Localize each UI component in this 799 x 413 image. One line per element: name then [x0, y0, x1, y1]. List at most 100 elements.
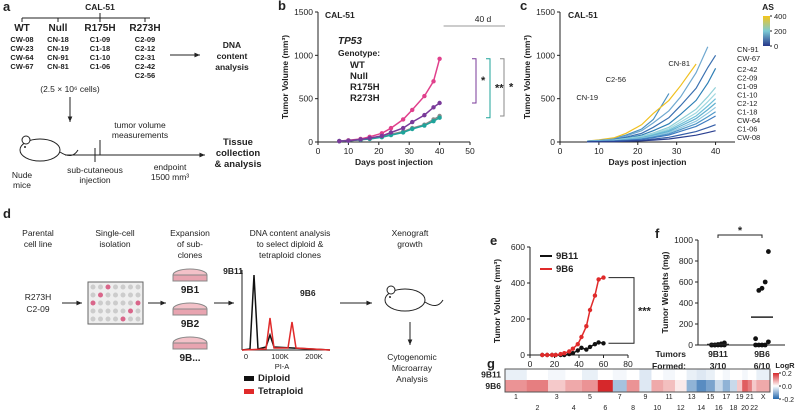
heat-cell: [526, 380, 549, 392]
injection: sub-cutaneous: [67, 165, 123, 175]
legend-label: 9B11: [556, 251, 579, 262]
heat-cell: [751, 380, 757, 392]
significance: *: [481, 75, 486, 87]
x-tick-label: 0: [528, 359, 533, 369]
point: [587, 307, 593, 313]
heat-cell: [597, 369, 614, 380]
heat-cell: [674, 380, 687, 392]
clone: CN-81: [47, 62, 69, 71]
mouse-tail: [424, 299, 444, 306]
heat-cell: [730, 369, 738, 380]
heat-cell: [751, 369, 757, 380]
y-tick-label: 600: [511, 242, 525, 252]
well: [113, 292, 118, 298]
arrow-head: [366, 300, 372, 306]
colorbar-title: LogR: [775, 361, 795, 370]
bracket: [472, 58, 477, 104]
cell-line: CAL-51: [85, 2, 115, 12]
mouse-eye: [389, 296, 391, 298]
heat-cell: [612, 380, 627, 392]
column-label: 14: [697, 405, 705, 412]
y-axis-label: Tumor Weights (mg): [660, 251, 670, 333]
column-label: 9: [643, 394, 647, 401]
mouse-ear: [21, 135, 31, 145]
step: clones: [178, 250, 203, 260]
x-tick-label: 40: [435, 146, 445, 156]
measure: tumor volume: [114, 120, 166, 130]
host: mice: [13, 180, 31, 190]
x-tick-label: 20: [374, 146, 384, 156]
y-tick-label: 1500: [294, 7, 313, 17]
well: [105, 308, 111, 314]
y-tick-label: 1000: [294, 50, 313, 60]
point: [388, 130, 394, 135]
heat-cell: [581, 380, 599, 392]
x-tick-label: 9B6: [754, 349, 770, 359]
clone: CW-23: [10, 44, 33, 53]
subclone: 9B2: [181, 319, 200, 330]
chart-title: CAL-51: [568, 10, 598, 20]
column-label: 19: [736, 394, 744, 401]
clone: CW-08: [10, 35, 33, 44]
arrow-head: [199, 152, 205, 158]
significance: **: [495, 82, 504, 94]
well: [90, 292, 96, 298]
heat-cell: [722, 380, 731, 392]
hist-tick: 100K: [271, 352, 289, 361]
point: [592, 293, 598, 298]
legend-label: Diploid: [258, 373, 290, 384]
heat-cell: [742, 380, 749, 392]
clone: C2-56: [135, 71, 155, 80]
clone: CN-19: [47, 44, 69, 53]
step: isolation: [99, 239, 130, 249]
step: DNA content analysis: [250, 228, 331, 238]
well: [120, 284, 126, 290]
column-label: 13: [688, 394, 696, 401]
well: [98, 300, 103, 306]
point: [549, 352, 555, 358]
well: [105, 300, 111, 306]
point: [431, 119, 436, 124]
well: [120, 308, 126, 314]
significance: ***: [638, 305, 652, 317]
well: [135, 308, 141, 314]
point: [575, 348, 580, 353]
point: [562, 351, 567, 356]
well: [98, 292, 103, 298]
y-tick-label: 0: [520, 350, 525, 360]
x-tick-label: 30: [404, 146, 414, 156]
significance: *: [509, 81, 514, 93]
colorbar-title: AS: [762, 2, 774, 12]
series-label: CW-64: [737, 116, 760, 125]
y-tick-label: 800: [679, 256, 693, 266]
x-tick-label: 20: [633, 146, 643, 156]
point: [410, 119, 415, 125]
y-tick-label: 500: [299, 94, 313, 104]
step: growth: [397, 239, 423, 249]
heat-cell: [737, 369, 743, 380]
mouse-body: [384, 288, 426, 312]
point: [762, 279, 768, 285]
genotype: R175H: [84, 23, 115, 34]
point: [422, 93, 427, 99]
legend-label: R175H: [350, 82, 380, 93]
formed-title: Formed:: [652, 361, 686, 371]
heat-cell: [686, 380, 697, 392]
final: Analysis: [396, 374, 428, 384]
point: [570, 351, 576, 356]
y-tick-label: 400: [511, 278, 525, 288]
heat-cell: [730, 380, 738, 392]
column-label: 2: [535, 405, 539, 412]
dish-side: [172, 342, 208, 350]
annotation: 40 d: [475, 14, 492, 24]
series-label: C1-10: [737, 91, 757, 100]
x-tick-label: 20: [550, 359, 560, 369]
colorbar-tick-label: -0.2: [782, 397, 794, 404]
point: [400, 117, 406, 122]
arrow-head: [407, 339, 413, 345]
heat-cell: [626, 380, 640, 392]
well: [128, 284, 133, 290]
series-label: CW-67: [737, 54, 760, 63]
point: [437, 100, 442, 106]
heat-cell: [565, 380, 583, 392]
